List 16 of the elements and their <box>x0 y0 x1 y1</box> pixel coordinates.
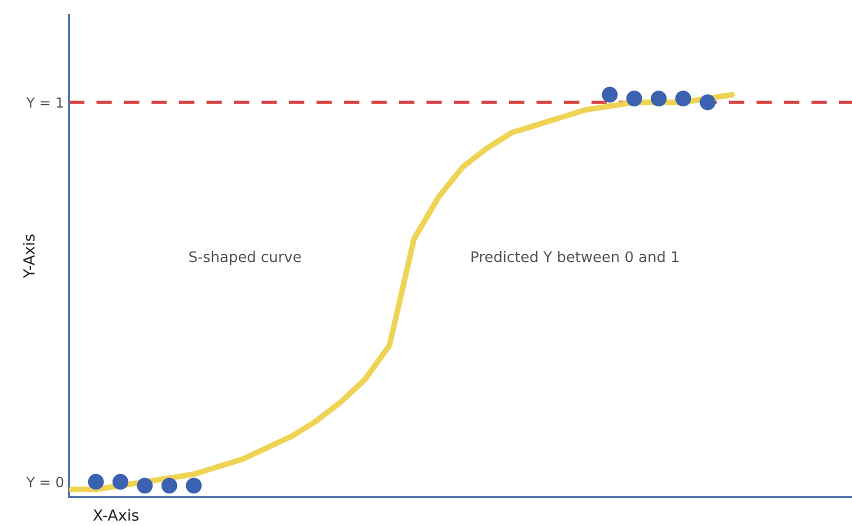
y-tick-label: Y = 0 <box>26 476 64 488</box>
point <box>650 90 667 106</box>
annotation: Predicted Y between 0 and 1 <box>472 250 678 262</box>
point <box>112 474 128 490</box>
point <box>700 94 716 110</box>
point <box>675 90 692 106</box>
point <box>161 478 178 494</box>
point <box>186 478 202 494</box>
y-axis-title: Y-Axis <box>22 234 35 278</box>
point <box>626 90 642 106</box>
x-axis-title: X-Axis <box>93 509 139 521</box>
point <box>602 86 618 103</box>
annotation: S-shaped curve <box>189 250 301 266</box>
point <box>136 478 153 494</box>
y-tick-label: Y = 1 <box>26 97 63 108</box>
point <box>88 474 104 490</box>
